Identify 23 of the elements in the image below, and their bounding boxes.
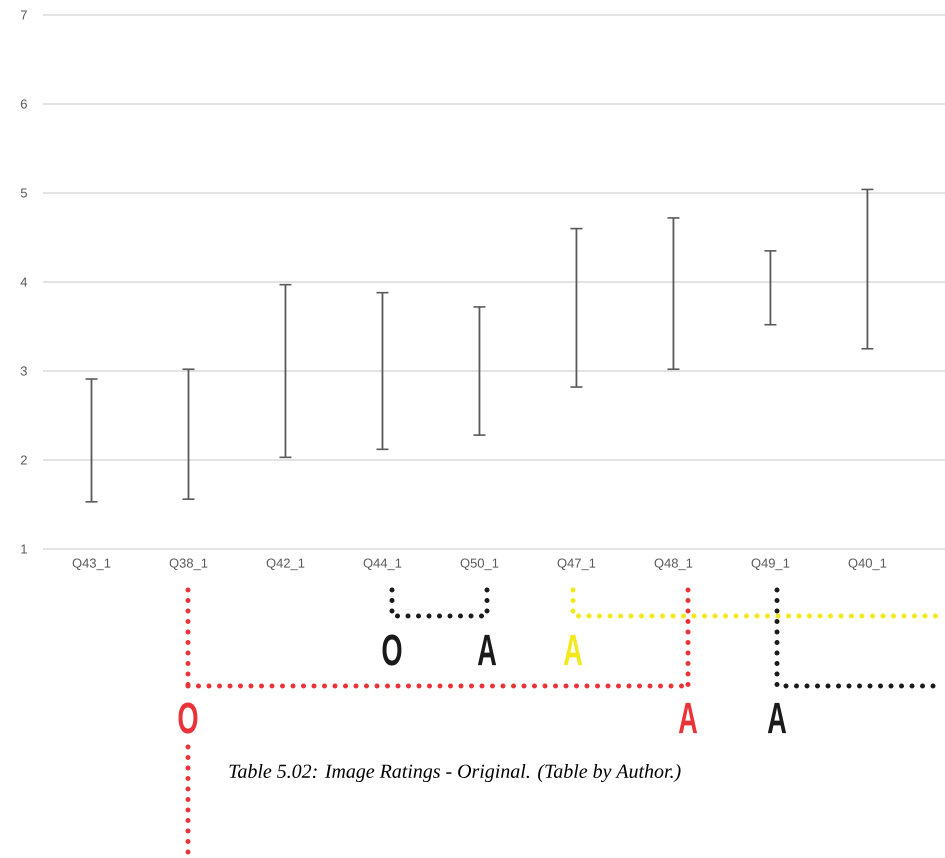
- caption: Table 5.02: Image Ratings - Original. (Table by Author.): [230, 764, 681, 782]
- text: A: [478, 634, 496, 666]
- y-tick-label: 2: [20, 455, 27, 465]
- y-tick-label: 7: [20, 10, 27, 20]
- x-tick-label: Q42_1: [266, 558, 304, 570]
- x-tick-label: Q38_1: [170, 558, 208, 570]
- x-tick-label: Q43_1: [72, 558, 110, 570]
- x-tick-label: Q40_1: [848, 558, 886, 570]
- text: O: [382, 634, 402, 666]
- text: O: [178, 702, 198, 734]
- x-tick-label: Q50_1: [460, 558, 498, 570]
- y-tick-label: 3: [20, 366, 27, 376]
- text: A: [564, 634, 582, 666]
- x-tick-label: Q49_1: [752, 558, 790, 570]
- y-tick-label: 4: [20, 278, 28, 286]
- y-tick-label: 6: [20, 99, 27, 109]
- y-tick-label: 5: [20, 188, 27, 198]
- x-tick-label: Q47_1: [558, 558, 596, 570]
- y-tick-label: 1: [21, 544, 27, 554]
- text: A: [768, 702, 786, 734]
- x-tick-label: Q44_1: [364, 558, 402, 570]
- text: A: [678, 702, 698, 734]
- x-tick-label: Q48_1: [654, 558, 692, 570]
